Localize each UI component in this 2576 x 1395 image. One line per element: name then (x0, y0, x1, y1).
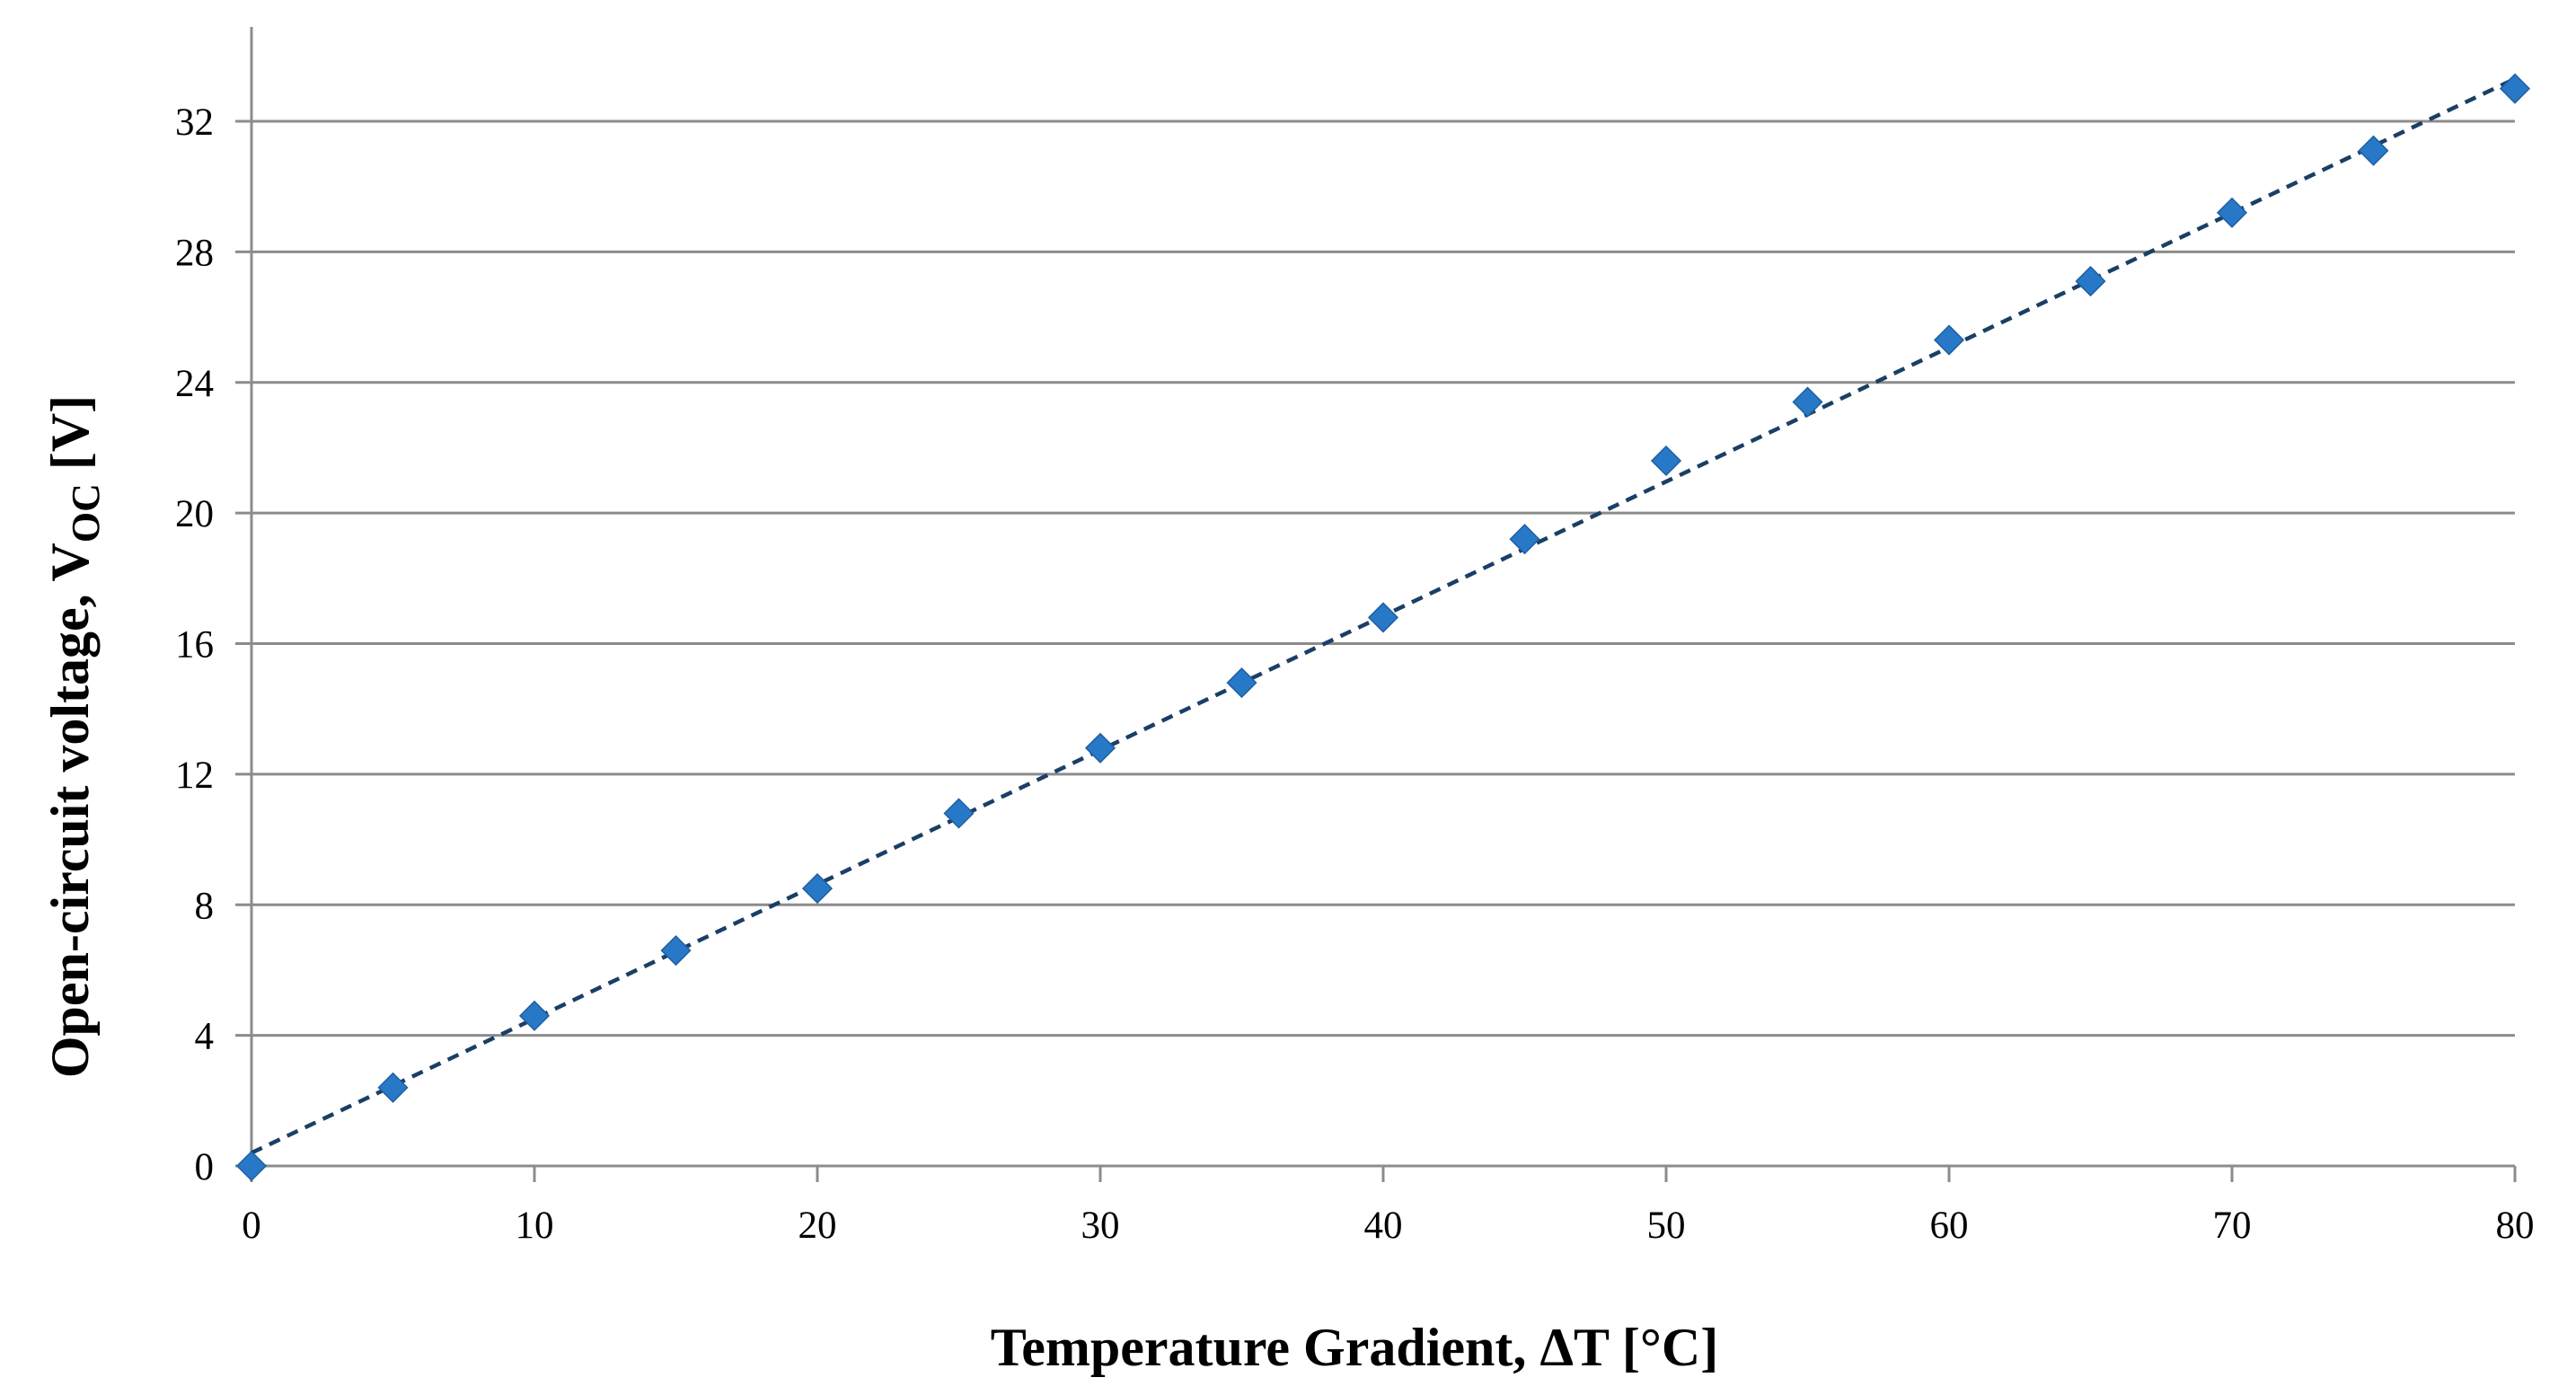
data-point (377, 1072, 409, 1103)
x-tick-label: 80 (2496, 1205, 2535, 1247)
data-point (801, 873, 834, 905)
x-tick-label: 70 (2213, 1205, 2252, 1247)
data-point (1792, 386, 1823, 418)
x-tick-labels: 0 10 20 30 40 50 60 70 80 (242, 1205, 2534, 1247)
x-tick-label: 50 (1647, 1205, 1686, 1247)
data-point (943, 798, 975, 829)
x-axis-title: Temperature Gradient, ΔT [°C] (991, 1318, 1718, 1377)
x-tick-label: 10 (516, 1205, 554, 1247)
x-tick-label: 40 (1364, 1205, 1403, 1247)
y-axis-title-subscript: OC (64, 483, 108, 543)
data-point (518, 1000, 551, 1031)
data-point (2499, 73, 2531, 104)
data-point (1226, 667, 1257, 699)
data-point (1367, 602, 1399, 633)
y-tick-label: 20 (175, 493, 214, 535)
y-tick-label: 16 (175, 624, 214, 667)
y-axis-title-main: Open-circuit voltage, V (40, 543, 100, 1078)
data-point (235, 1150, 268, 1182)
y-tick-label: 8 (195, 885, 215, 927)
data-point (1509, 524, 1540, 555)
data-point (2216, 197, 2248, 228)
y-tick-labels: 0 4 8 12 16 20 24 28 32 (175, 102, 214, 1188)
y-tick-label: 0 (195, 1146, 215, 1188)
x-tick-label: 20 (798, 1205, 837, 1247)
y-tick-label: 28 (175, 232, 214, 274)
y-tick-label: 24 (175, 363, 214, 405)
x-tick-label: 30 (1081, 1205, 1120, 1247)
data-point (2075, 266, 2106, 297)
data-point (1650, 445, 1682, 477)
x-tick-label: 60 (1930, 1205, 1969, 1247)
gridlines (251, 119, 2515, 1037)
y-axis-title-unit: [V] (40, 395, 100, 483)
axes (235, 27, 2517, 1182)
data-points (235, 73, 2531, 1182)
data-point (1084, 732, 1116, 764)
y-tick-label: 32 (175, 102, 214, 144)
data-point (2358, 135, 2389, 166)
data-point (660, 935, 692, 967)
x-tick-label: 0 (242, 1205, 261, 1247)
y-axis-title: Open-circuit voltage, VOC [V] (40, 395, 108, 1078)
data-point (1933, 324, 1965, 356)
y-tick-label: 4 (195, 1016, 215, 1058)
y-tick-label: 12 (175, 755, 214, 797)
